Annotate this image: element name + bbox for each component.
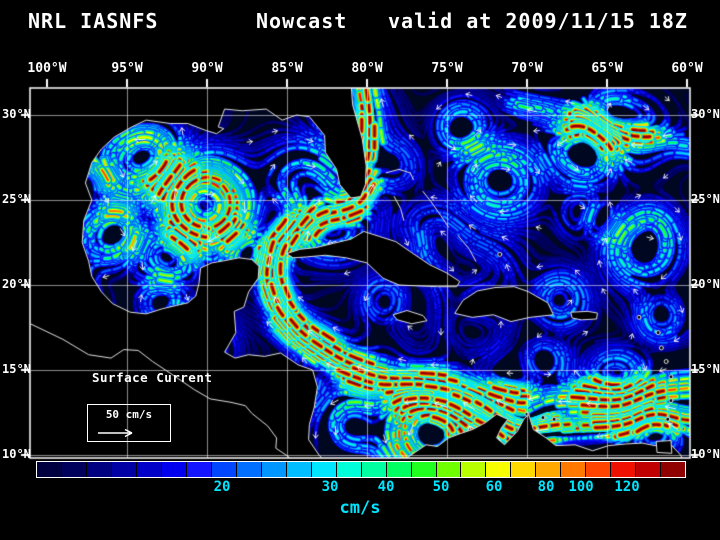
colorbar-cell bbox=[461, 462, 486, 477]
lon-label-95w: 95°W bbox=[111, 61, 143, 76]
field-label: Surface Current bbox=[92, 370, 213, 385]
lat-label-left-25n: 25°N bbox=[2, 192, 31, 206]
colorbar-cell bbox=[511, 462, 536, 477]
colorbar-cell bbox=[411, 462, 436, 477]
colorbar-tick-80: 80 bbox=[537, 479, 555, 495]
colorbar-cell bbox=[136, 462, 161, 477]
lat-label-left-10n: 10°N bbox=[2, 447, 31, 461]
lon-label-85w: 85°W bbox=[271, 61, 303, 76]
colorbar bbox=[36, 461, 686, 478]
colorbar-tick-100: 100 bbox=[568, 479, 594, 495]
colorbar-cell bbox=[611, 462, 636, 477]
colorbar-cell bbox=[61, 462, 86, 477]
colorbar-tick-120: 120 bbox=[614, 479, 640, 495]
colorbar-cell bbox=[636, 462, 661, 477]
colorbar-cell bbox=[161, 462, 186, 477]
colorbar-cell bbox=[211, 462, 236, 477]
colorbar-cell bbox=[486, 462, 511, 477]
colorbar-cell bbox=[111, 462, 136, 477]
colorbar-cell bbox=[536, 462, 561, 477]
lon-label-90w: 90°W bbox=[191, 61, 223, 76]
colorbar-tick-30: 30 bbox=[321, 479, 339, 495]
lat-label-right-15n: 15°N bbox=[691, 362, 720, 376]
scale-value: 50 cm/s bbox=[105, 408, 153, 421]
colorbar-tick-60: 60 bbox=[485, 479, 503, 495]
colorbar-cell bbox=[261, 462, 286, 477]
model-name: NRL IASNFS bbox=[28, 9, 159, 33]
product-name: Nowcast bbox=[256, 9, 348, 33]
lat-label-left-15n: 15°N bbox=[2, 362, 31, 376]
colorbar-tick-20: 20 bbox=[213, 479, 231, 495]
lon-label-75w: 75°W bbox=[431, 61, 463, 76]
colorbar-cell bbox=[37, 462, 61, 477]
valid-time: valid at 2009/11/15 18Z bbox=[388, 9, 688, 33]
colorbar-cell bbox=[386, 462, 411, 477]
lat-label-left-30n: 30°N bbox=[2, 107, 31, 121]
current-scale-legend: 50 cm/s bbox=[87, 404, 171, 442]
colorbar-tick-40: 40 bbox=[377, 479, 395, 495]
colorbar-tick-50: 50 bbox=[432, 479, 450, 495]
colorbar-cell bbox=[561, 462, 586, 477]
colorbar-cell bbox=[661, 462, 686, 477]
lat-label-right-25n: 25°N bbox=[691, 192, 720, 206]
lat-label-right-20n: 20°N bbox=[691, 277, 720, 291]
colorbar-cell bbox=[186, 462, 211, 477]
colorbar-cell bbox=[336, 462, 361, 477]
colorbar-cell bbox=[236, 462, 261, 477]
colorbar-cell bbox=[311, 462, 336, 477]
lat-label-right-10n: 10°N bbox=[691, 447, 720, 461]
colorbar-units: cm/s bbox=[339, 498, 381, 518]
lon-label-65w: 65°W bbox=[591, 61, 623, 76]
lon-label-70w: 70°W bbox=[511, 61, 543, 76]
lon-label-60w: 60°W bbox=[671, 61, 703, 76]
lat-label-right-30n: 30°N bbox=[691, 107, 720, 121]
colorbar-cell bbox=[586, 462, 611, 477]
lat-label-left-20n: 20°N bbox=[2, 277, 31, 291]
colorbar-cell bbox=[86, 462, 111, 477]
lon-label-80w: 80°W bbox=[351, 61, 383, 76]
colorbar-cell bbox=[436, 462, 461, 477]
scale-arrow-icon bbox=[98, 428, 133, 438]
colorbar-cell bbox=[286, 462, 311, 477]
colorbar-cell bbox=[361, 462, 386, 477]
lon-label-100w: 100°W bbox=[27, 61, 67, 76]
